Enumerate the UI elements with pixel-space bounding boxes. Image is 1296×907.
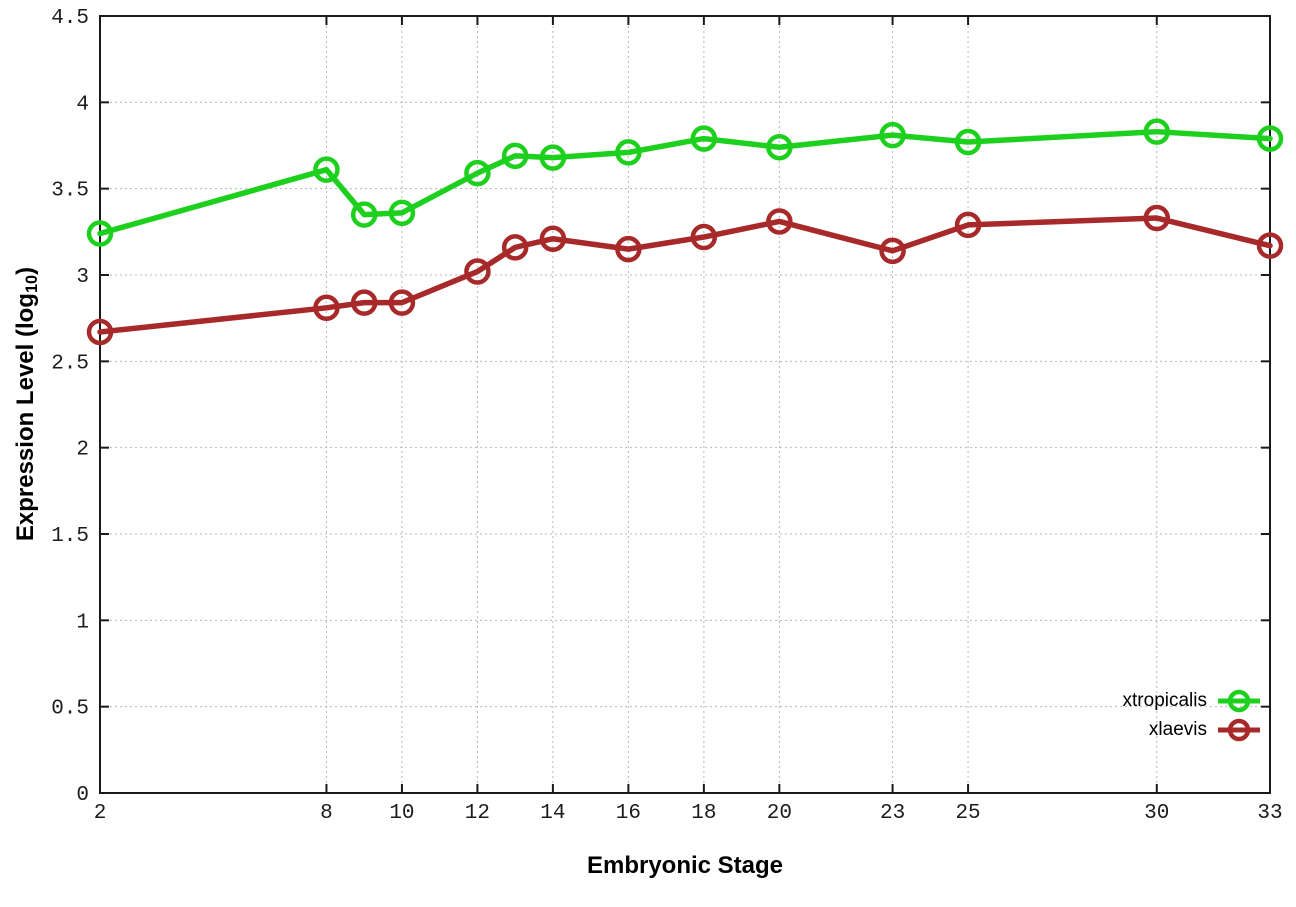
x-axis-title: Embryonic Stage xyxy=(586,852,784,879)
y-tick-label: 0.5 xyxy=(51,698,89,721)
legend-item-xtropicalis: xtropicalis xyxy=(1123,687,1262,715)
data-point-xtropicalis xyxy=(86,220,114,247)
legend-marker-xtropicalis-icon xyxy=(1218,689,1260,713)
y-tick-label: 0 xyxy=(76,784,89,807)
x-tick-label: 16 xyxy=(616,802,641,825)
data-point-xtropicalis xyxy=(539,144,567,171)
data-point-xlaevis xyxy=(1143,204,1171,232)
plot-border xyxy=(99,15,1271,794)
y-tick-label: 3.5 xyxy=(51,180,89,203)
x-tick-label: 10 xyxy=(389,802,414,825)
data-point-xtropicalis xyxy=(954,128,982,156)
data-point-xlaevis xyxy=(313,294,340,322)
data-point-xtropicalis xyxy=(879,121,906,149)
data-point-xlaevis xyxy=(464,258,491,285)
data-point-xlaevis xyxy=(879,237,906,265)
y-tick-label: 4.5 xyxy=(51,7,89,30)
x-tick-label: 25 xyxy=(955,802,980,825)
y-tick-label: 1 xyxy=(76,611,89,634)
y-tick-label: 4 xyxy=(76,93,89,116)
data-point-xtropicalis xyxy=(766,133,793,161)
data-point-xtropicalis xyxy=(1256,125,1284,152)
data-point-xtropicalis xyxy=(350,201,378,228)
x-tick-label: 12 xyxy=(465,802,490,825)
data-point-xtropicalis xyxy=(1143,118,1171,145)
data-point-xlaevis xyxy=(539,225,567,252)
data-point-xlaevis xyxy=(954,211,982,239)
data-point-xlaevis xyxy=(766,208,793,235)
x-tick-label: 2 xyxy=(94,802,107,825)
y-tick-label: 3 xyxy=(76,266,89,289)
x-tick-label: 14 xyxy=(540,802,565,825)
x-tick-label: 8 xyxy=(320,802,333,825)
x-tick-label: 23 xyxy=(880,802,905,825)
data-point-xlaevis xyxy=(615,235,642,263)
data-point-xtropicalis xyxy=(615,139,642,166)
y-axis-title-text: Expression Level (log xyxy=(12,293,39,542)
series-line-xlaevis xyxy=(97,215,1273,335)
data-point-xlaevis xyxy=(501,234,529,261)
y-axis-title-subscript: 10 xyxy=(23,274,42,294)
x-tick-label: 30 xyxy=(1144,802,1169,825)
x-tick-label: 20 xyxy=(767,802,792,825)
data-point-xtropicalis xyxy=(501,142,529,170)
data-point-xlaevis xyxy=(350,289,378,316)
data-point-xtropicalis xyxy=(313,156,340,183)
y-tick-label: 2 xyxy=(76,439,89,462)
legend-label-xtropicalis: xtropicalis xyxy=(1122,690,1207,711)
legend-marker-xlaevis-icon xyxy=(1218,718,1260,742)
y-tick-label: 2.5 xyxy=(51,352,89,375)
y-axis-title: Expression Level (log10) xyxy=(12,266,42,542)
data-point-xlaevis xyxy=(388,289,416,316)
data-point-xtropicalis xyxy=(690,125,718,152)
y-axis-title-suffix: ) xyxy=(12,266,39,275)
data-point-xtropicalis xyxy=(464,159,491,187)
y-tick-label: 1.5 xyxy=(51,525,89,548)
x-tick-label: 33 xyxy=(1257,802,1282,825)
data-point-xtropicalis xyxy=(388,199,416,227)
legend-label-xlaevis: xlaevis xyxy=(1148,719,1207,740)
legend-item-xlaevis: xlaevis xyxy=(1123,716,1262,744)
data-point-xlaevis xyxy=(690,223,718,251)
data-point-xlaevis xyxy=(1256,232,1284,259)
x-tick-label: 18 xyxy=(691,802,716,825)
legend: xtropicalis xlaevis xyxy=(1123,687,1262,744)
data-point-xlaevis xyxy=(86,318,114,346)
